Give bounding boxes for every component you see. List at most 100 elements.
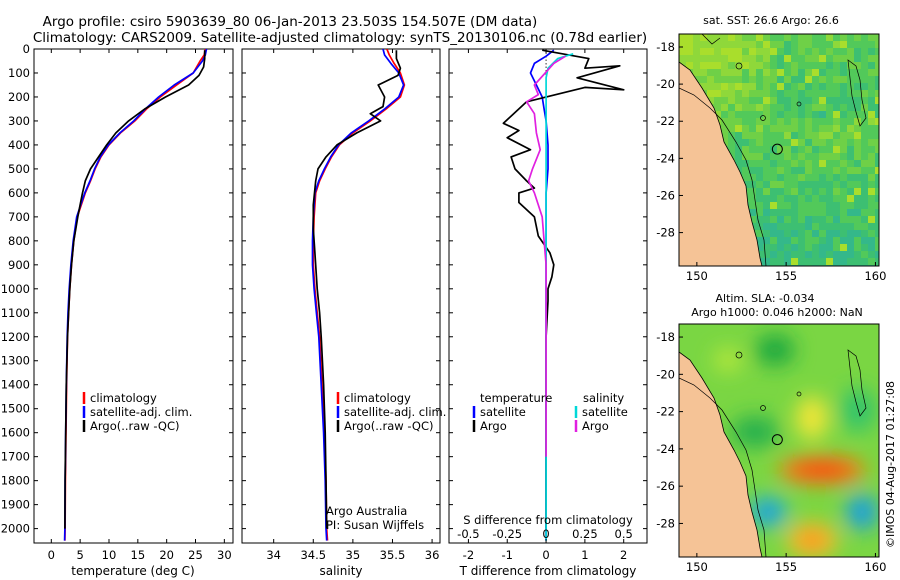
sst-map-cell (791, 139, 799, 147)
sst-map-cell (826, 139, 834, 147)
sst-map-cell (854, 132, 862, 140)
sst-map-cell (700, 76, 708, 84)
sst-map-cell (728, 111, 736, 119)
sst-map-cell (854, 48, 862, 56)
sst-map-cell (805, 125, 813, 133)
sst-map-cell (749, 69, 757, 77)
sst-map-cell (763, 76, 771, 84)
sst-map-cell (840, 139, 848, 147)
sst-map-cell (798, 97, 806, 105)
legend-temp-satellite-label: satellite (480, 405, 526, 419)
sst-map-cell (777, 41, 785, 49)
sst-map-cell (833, 146, 841, 154)
sst-map-cell (777, 139, 785, 147)
map-x-tick-label: 160 (864, 560, 886, 574)
sst-map-cell (798, 62, 806, 70)
sst-map-cell (791, 125, 799, 133)
sst-map-cell (847, 223, 855, 231)
legend-sal-satellite-label: satellite (582, 405, 628, 419)
top-x-tick-label: 0.25 (572, 527, 598, 541)
sst-map-cell (749, 83, 757, 91)
sst-map-cell (770, 195, 778, 203)
sst-map-cell (756, 104, 764, 112)
sst-map-cell (763, 251, 771, 259)
sst-map-cell (735, 76, 743, 84)
sst-map-cell (770, 76, 778, 84)
sst-map-cell (840, 209, 848, 217)
sst-map-cell (861, 160, 869, 168)
sst-map-cell (763, 132, 771, 140)
sst-map-cell (812, 216, 820, 224)
sst-map-cell (735, 41, 743, 49)
sst-map-cell (777, 202, 785, 210)
sst-map-cell (784, 188, 792, 196)
sst-map-cell (854, 160, 862, 168)
sst-map-cell (770, 34, 778, 42)
sst-map-cell (826, 237, 834, 245)
sst-map-cell (742, 62, 750, 70)
sst-map-cell (847, 202, 855, 210)
sst-map-cell (819, 160, 827, 168)
sst-map-cell (826, 76, 834, 84)
sst-map-cell (707, 90, 715, 98)
sst-map-cell (812, 62, 820, 70)
sst-map-cell (847, 48, 855, 56)
map-y-tick-label: -22 (656, 114, 675, 128)
sst-map-cell (756, 132, 764, 140)
sst-map-cell (805, 202, 813, 210)
sst-map-cell (868, 167, 876, 175)
sst-map-cell (763, 139, 771, 147)
sst-map-cell (847, 69, 855, 77)
sst-map-cell (798, 216, 806, 224)
sst-map-cell (756, 76, 764, 84)
sst-map-cell (826, 69, 834, 77)
sst-map-cell (735, 160, 743, 168)
x-tick-label: 2 (620, 548, 627, 562)
sst-map-cell (756, 209, 764, 217)
sst-map-cell (812, 202, 820, 210)
sst-map-cell (784, 230, 792, 238)
sst-map-cell (812, 209, 820, 217)
sst-map-cell (875, 251, 879, 259)
sst-map-cell (812, 195, 820, 203)
sst-map-cell (777, 216, 785, 224)
sst-map-cell (833, 202, 841, 210)
sst-map-cell (784, 104, 792, 112)
sst-map-cell (819, 223, 827, 231)
sst-map-cell (784, 174, 792, 182)
sst-map-cell (868, 132, 876, 140)
sst-map-cell (728, 90, 736, 98)
sst-map-cell (798, 181, 806, 189)
sst-map-cell (826, 62, 834, 70)
sst-map-cell (868, 48, 876, 56)
sst-map-cell (721, 83, 729, 91)
sst-map-cell (847, 237, 855, 245)
sst-map-cell (805, 195, 813, 203)
sst-map-cell (819, 202, 827, 210)
sst-map-cell (777, 181, 785, 189)
sst-map-cell (763, 174, 771, 182)
sst-map-cell (875, 237, 879, 245)
sst-map-cell (826, 251, 834, 259)
sst-map-cell (693, 41, 701, 49)
sst-map-cell (854, 62, 862, 70)
sst-map-cell (875, 195, 879, 203)
sst-map-cell (728, 139, 736, 147)
map-y-tick-label: -24 (656, 442, 675, 456)
legend-temperature-header: temperature (480, 391, 552, 405)
sst-map-cell (791, 104, 799, 112)
sst-map-cell (763, 202, 771, 210)
sst-map-cell (861, 195, 869, 203)
sst-map-cell (749, 125, 757, 133)
sst-map-cell (742, 104, 750, 112)
sst-map-cell (777, 55, 785, 63)
salinity-legend: climatology satellite-adj. clim. Argo(..… (326, 391, 446, 532)
sst-map-cell (763, 111, 771, 119)
sst-map-cell (777, 230, 785, 238)
sst-map-cell (749, 41, 757, 49)
sst-map-cell (742, 48, 750, 56)
sst-map-cell (861, 237, 869, 245)
sst-map-cell (791, 76, 799, 84)
x-tick-label: 25 (188, 548, 203, 562)
sst-map-cell (875, 139, 879, 147)
